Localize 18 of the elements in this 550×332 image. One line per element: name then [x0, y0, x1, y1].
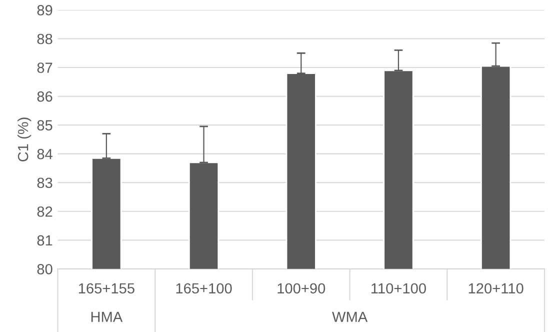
- y-tick-label: 88: [37, 34, 52, 44]
- y-tick-label: 87: [37, 62, 52, 73]
- text: HMA: [91, 312, 123, 322]
- x-tick-label: 165+155: [78, 283, 134, 294]
- y-tick-label: 80: [37, 264, 52, 274]
- y-tick-label: 83: [37, 178, 52, 188]
- y-axis-title: C1 (%): [18, 118, 32, 162]
- x-tick-label: 120+110: [468, 283, 524, 294]
- y-tick-label: 86: [37, 91, 52, 102]
- x-tick-label: 165+100: [176, 283, 232, 294]
- y-tick-label: 84: [37, 148, 52, 160]
- x-tick-label: 110+100: [372, 283, 426, 294]
- y-tick-label: 85: [37, 120, 52, 130]
- text: WMA: [332, 312, 368, 322]
- y-tick-label: 89: [37, 5, 52, 16]
- y-tick-label: 81: [37, 235, 52, 246]
- y-tick-label: 82: [37, 206, 52, 217]
- x-tick-label: 100+90: [278, 283, 326, 294]
